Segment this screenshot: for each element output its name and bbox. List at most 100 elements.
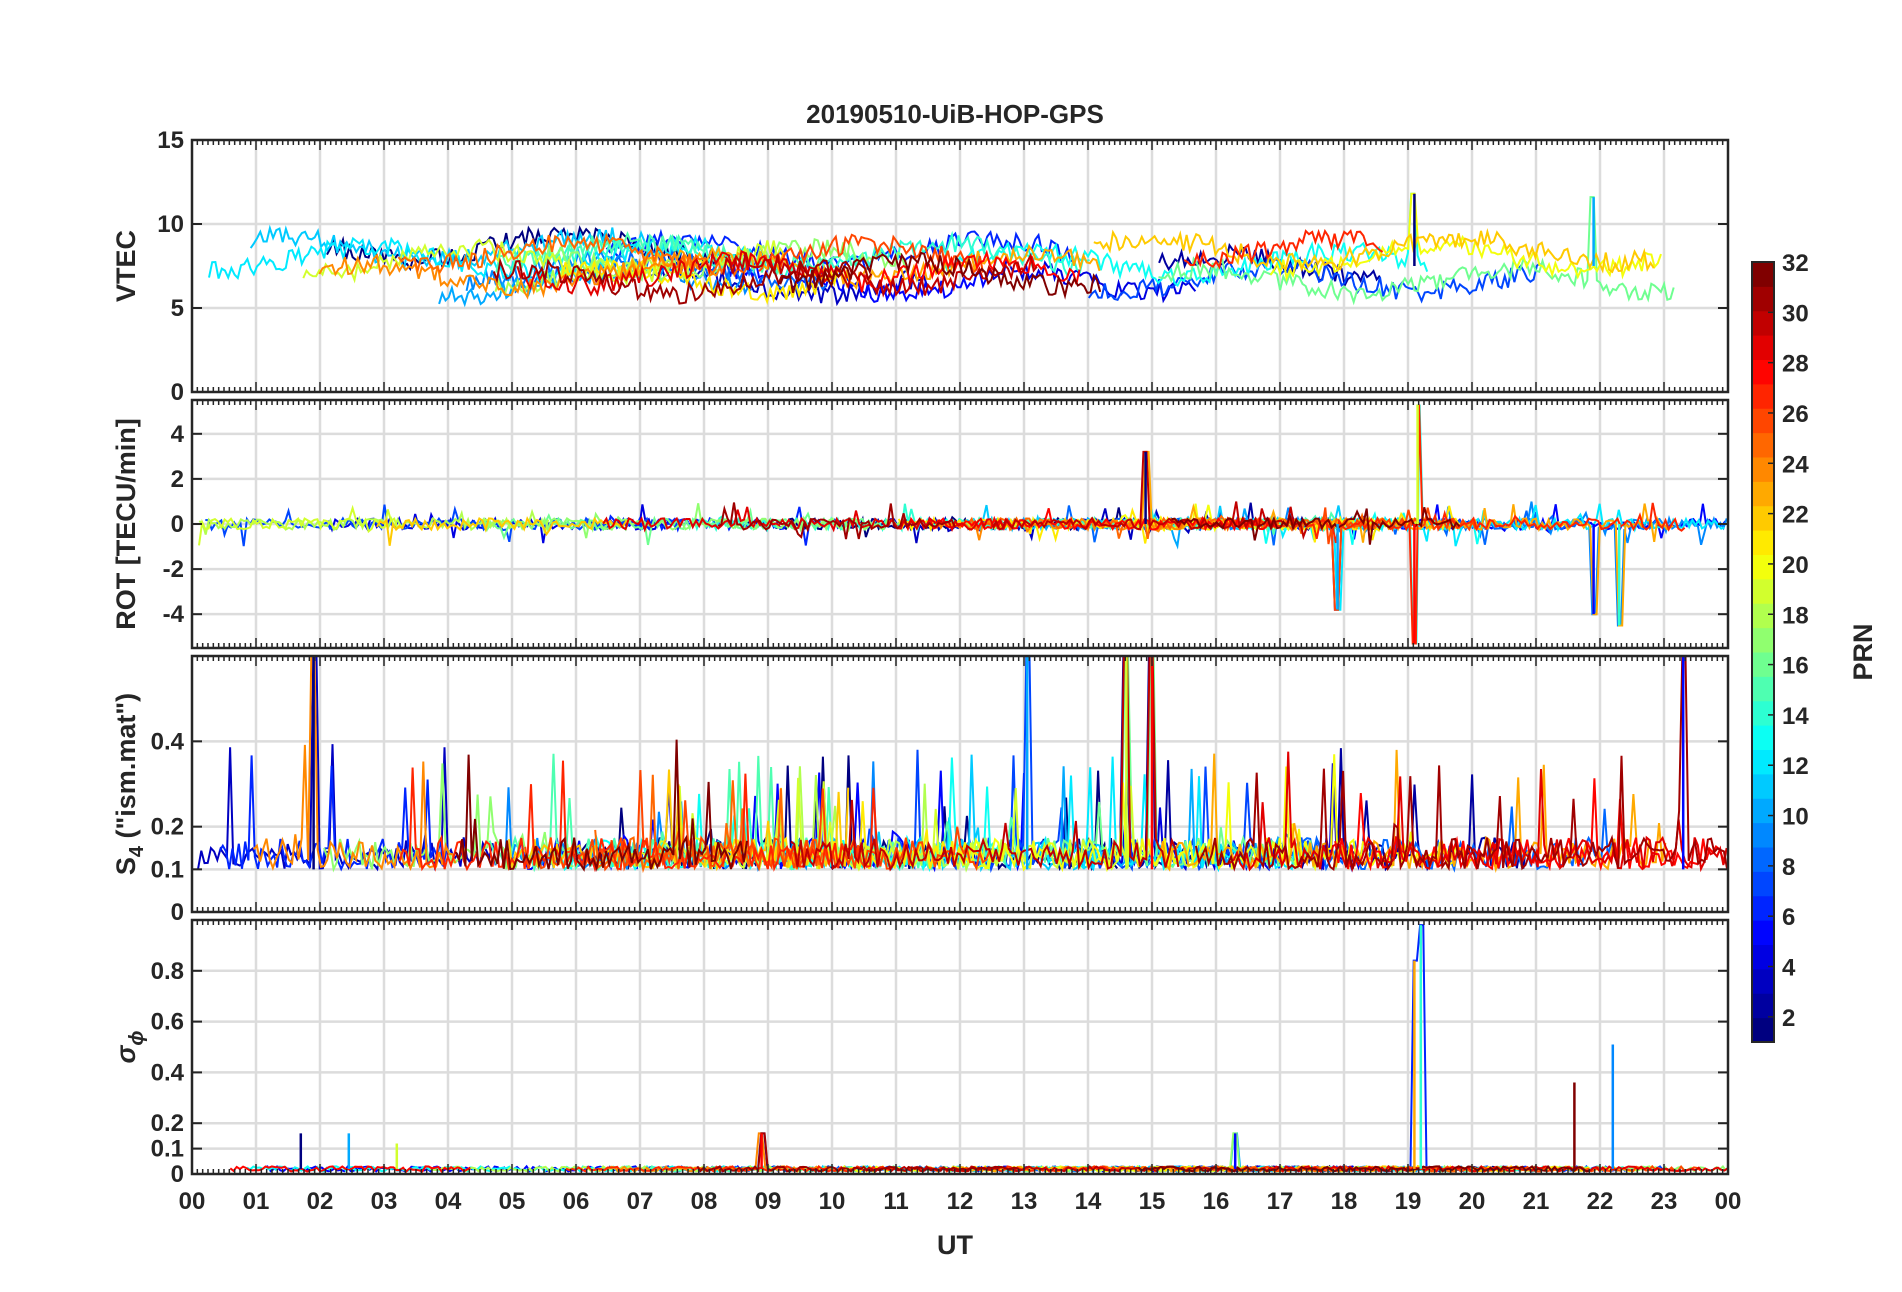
y-tick-label: -2 <box>163 556 184 583</box>
y-axis-label-main: σ <box>111 1045 141 1064</box>
x-tick-label: 18 <box>1331 1188 1358 1215</box>
x-tick-label: 10 <box>819 1188 846 1215</box>
colorbar-step <box>1752 993 1774 1019</box>
colorbar-label: PRN <box>1848 623 1878 680</box>
y-tick-label: 0 <box>171 899 184 926</box>
y-axis-label-vtec: VTEC <box>111 230 141 302</box>
colorbar-step <box>1752 262 1774 287</box>
colorbar-step <box>1752 798 1774 824</box>
y-tick-label: 10 <box>157 211 184 238</box>
x-tick-label: 06 <box>563 1188 590 1215</box>
x-tick-label: 08 <box>691 1188 718 1215</box>
y-axis-label-rest: ("ism.mat") <box>111 693 141 846</box>
colorbar-step <box>1752 895 1774 921</box>
x-tick-label: 15 <box>1139 1188 1166 1215</box>
colorbar-step <box>1752 968 1774 994</box>
x-tick-label: 19 <box>1395 1188 1422 1215</box>
panel-frame <box>190 918 1730 1176</box>
series-line-prn-17 <box>479 503 901 539</box>
x-tick-labels: 00 01 02 03 04 05 06 07 08 09 10 11 12 13 14 15 16 17 18 19… <box>179 1188 1742 1215</box>
x-axis-label: UT <box>937 1230 973 1260</box>
series-line-prn-19 <box>198 504 401 546</box>
y-axis-label-subscript: ϕ <box>126 1030 148 1045</box>
series-line-prn-28 <box>903 508 1277 532</box>
colorbar-step <box>1752 652 1774 677</box>
series-line-prn-26 <box>524 770 997 872</box>
series-line-prn-32 <box>1171 507 1461 545</box>
colorbar-step <box>1752 383 1774 409</box>
y-tick-label: 0.2 <box>151 1110 184 1137</box>
panel-frame <box>190 398 1730 650</box>
colorbar-tick-label: 2 <box>1782 1005 1795 1032</box>
y-tick-label: 0.1 <box>151 856 184 883</box>
x-tick-label: 23 <box>1651 1188 1678 1215</box>
colorbar-tick-label: 20 <box>1782 552 1809 579</box>
y-tick-label: 0.1 <box>151 1136 184 1163</box>
y-tick-label: 15 <box>157 127 184 154</box>
y-tick-label: 0 <box>171 511 184 538</box>
series-line-prn-31 <box>717 502 956 540</box>
y-tick-label: 0.4 <box>151 1059 185 1086</box>
colorbar-step <box>1752 505 1774 531</box>
series-line-prn-22 <box>376 516 628 546</box>
series-group-rot <box>198 404 1728 645</box>
panel-vtec: 0 5 10 15 VTEC <box>111 127 1730 406</box>
series-line-prn-19 <box>302 238 787 287</box>
x-tick-label: 07 <box>627 1188 654 1215</box>
series-line-prn-27 <box>1183 228 1384 270</box>
y-tick-label: 0.4 <box>151 728 185 755</box>
colorbar-step <box>1752 530 1774 555</box>
colorbar-tick-label: 26 <box>1782 401 1809 428</box>
series-line-prn-20 <box>1269 192 1662 283</box>
x-tick-label: 04 <box>435 1188 462 1215</box>
colorbar-step <box>1752 359 1774 385</box>
colorbar-step <box>1752 944 1774 970</box>
panel-sigphi: 00.10.2 0.4 0.6 0.8 σϕ <box>111 918 1730 1188</box>
panel-frame <box>190 138 1730 394</box>
y-tick-label: 2 <box>171 466 184 493</box>
colorbar-tick-label: 10 <box>1782 804 1809 831</box>
y-axis-label-sigphi: σϕ <box>111 1030 148 1063</box>
x-tick-label: 01 <box>243 1188 270 1215</box>
y-axis-label-rot: ROT [TECU/min] <box>111 418 141 629</box>
series-line-prn-32 <box>779 251 1102 300</box>
colorbar-tick-label: 14 <box>1782 703 1809 730</box>
y-axis-label-subscript: 4 <box>126 845 148 857</box>
series-line-prn-29 <box>516 249 848 297</box>
x-tick-label: 16 <box>1203 1188 1230 1215</box>
x-tick-label: 00 <box>1715 1188 1742 1215</box>
series-group-s4 <box>197 656 1728 874</box>
series-line-prn-27 <box>398 760 881 873</box>
colorbar-step <box>1752 310 1774 336</box>
colorbar-tick-label: 22 <box>1782 502 1809 529</box>
chart-title: 20190510-UiB-HOP-GPS <box>806 99 1104 129</box>
panel-s4: 00.10.20.4S4 ("ism.mat") <box>111 654 1730 926</box>
y-axis-label-main: S <box>111 857 141 875</box>
series-line-prn-24 <box>318 250 721 300</box>
colorbar-tick-label: 28 <box>1782 351 1809 378</box>
y-tick-label: 0.8 <box>151 958 184 985</box>
series-line-prn-28 <box>229 1165 471 1173</box>
colorbar-step <box>1752 627 1774 653</box>
x-tick-label: 09 <box>755 1188 782 1215</box>
series-line-prn-30 <box>992 450 1308 541</box>
y-tick-label: 0 <box>171 1161 184 1188</box>
x-tick-label: 13 <box>1011 1188 1038 1215</box>
x-tick-label: 03 <box>371 1188 398 1215</box>
y-axis-label-s4: S4 ("ism.mat") <box>111 693 148 875</box>
colorbar-step <box>1752 871 1774 897</box>
x-tick-label: 05 <box>499 1188 526 1215</box>
panel-rot: -4 -2 0 2 4 ROT [TECU/min] <box>111 398 1730 650</box>
colorbar-step <box>1752 920 1774 945</box>
y-tick-label: 0 <box>171 379 184 406</box>
colorbar-tick-label: 16 <box>1782 653 1809 680</box>
colorbar-step <box>1752 335 1774 360</box>
series-line-prn-18 <box>198 508 550 535</box>
colorbar-tick-label: 32 <box>1782 250 1809 277</box>
colorbar-step <box>1752 1017 1774 1043</box>
colorbar-tick-label: 30 <box>1782 300 1809 327</box>
